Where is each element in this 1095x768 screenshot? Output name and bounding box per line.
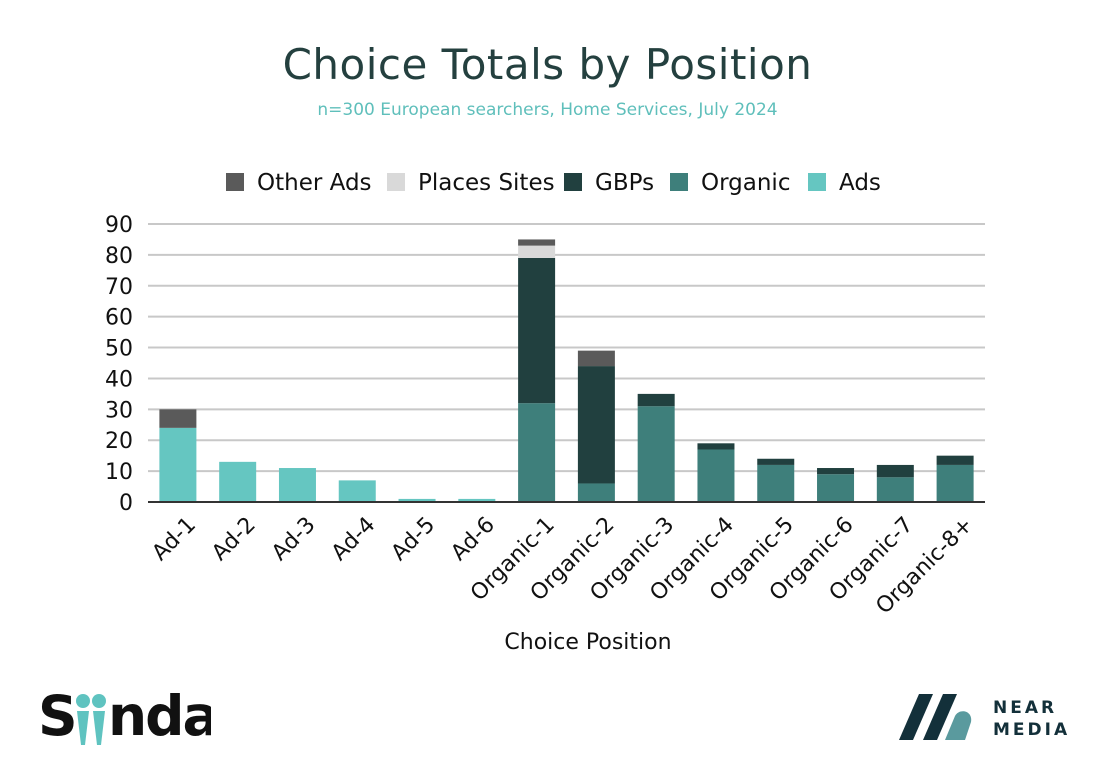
x-tick-label: Ad-4 xyxy=(327,512,380,565)
legend-swatch xyxy=(670,173,688,191)
bar-segment-ads xyxy=(458,498,496,502)
x-tick-label: Ad-6 xyxy=(447,512,500,565)
bar-segment-gbps xyxy=(757,458,795,465)
bar-segment-other-ads xyxy=(159,409,197,428)
bar-segment-places-sites xyxy=(518,245,556,258)
bar-segment-organic xyxy=(876,477,914,502)
bar-segment-gbps xyxy=(697,443,735,450)
bar-segment-organic xyxy=(757,464,795,502)
x-axis-label: Choice Position xyxy=(504,630,671,655)
legend-label: Ads xyxy=(839,170,881,196)
bar-segment-organic xyxy=(577,483,615,502)
legend-label: Other Ads xyxy=(257,170,372,196)
y-tick-label: 20 xyxy=(105,429,133,454)
bar-segment-organic xyxy=(936,464,974,502)
chart-subtitle: n=300 European searchers, Home Services,… xyxy=(317,100,778,120)
x-tick-label: Ad-5 xyxy=(387,512,440,565)
bar-segment-gbps xyxy=(876,464,914,478)
gridlines xyxy=(148,223,985,473)
y-tick-label: 0 xyxy=(119,491,133,516)
y-tick-label: 80 xyxy=(105,244,133,269)
svg-text:nda: nda xyxy=(108,684,211,747)
bars xyxy=(159,239,974,502)
bar-segment-organic xyxy=(518,403,556,502)
bar-segment-gbps xyxy=(817,468,855,475)
bar-segment-other-ads xyxy=(577,350,615,367)
bar-segment-ads xyxy=(278,468,316,502)
bar-segment-ads xyxy=(338,480,376,502)
x-axis-tick-labels: Ad-1 Ad-2 Ad-3 Ad-4 Ad-5 Ad-6Organic-1Organic… xyxy=(148,512,979,619)
legend-label: Organic xyxy=(701,170,790,196)
bar-segment-gbps xyxy=(577,366,615,484)
near-media-line2: MEDIA xyxy=(993,720,1070,740)
sinda-logo-text: S xyxy=(38,684,76,747)
y-tick-label: 50 xyxy=(105,337,133,362)
near-media-logo: NEAR MEDIA xyxy=(899,694,1070,740)
stacked-bar-chart: Other Ads Places Sites GBPs Organic Ads 0 10 2… xyxy=(105,170,985,655)
bar-segment-other-ads xyxy=(518,239,556,246)
legend-swatch xyxy=(226,173,244,191)
sinda-pin-icon xyxy=(76,694,106,745)
legend-swatch xyxy=(808,173,826,191)
near-media-mark-icon xyxy=(899,694,972,740)
y-tick-label: 40 xyxy=(105,367,133,392)
bar-segment-ads xyxy=(219,461,257,502)
y-axis-tick-labels: 0 10 20 30 40 50 60 70 80 90 xyxy=(105,213,133,516)
legend-label: GBPs xyxy=(595,170,654,196)
near-media-line1: NEAR xyxy=(993,698,1057,718)
bar-segment-gbps xyxy=(637,393,675,407)
bar-segment-organic xyxy=(637,406,675,502)
chart-title: Choice Totals by Position xyxy=(282,40,813,89)
y-tick-label: 60 xyxy=(105,306,133,331)
legend-swatch xyxy=(387,173,405,191)
bar-segment-gbps xyxy=(936,455,974,465)
bar-segment-organic xyxy=(817,474,855,502)
legend-swatch xyxy=(564,173,582,191)
bar-segment-ads xyxy=(159,427,197,502)
x-tick-label: Ad-2 xyxy=(207,512,260,565)
bar-segment-gbps xyxy=(518,257,556,404)
y-tick-label: 70 xyxy=(105,275,133,300)
bar-segment-organic xyxy=(697,449,735,502)
bar-segment-ads xyxy=(398,498,436,502)
legend: Other Ads Places Sites GBPs Organic Ads xyxy=(226,170,881,196)
x-tick-label: Ad-3 xyxy=(267,512,320,565)
y-tick-label: 10 xyxy=(105,460,133,485)
x-tick-label: Ad-1 xyxy=(148,512,201,565)
legend-label: Places Sites xyxy=(418,170,555,196)
sinda-logo: S nda xyxy=(38,684,211,747)
y-tick-label: 30 xyxy=(105,398,133,423)
y-tick-label: 90 xyxy=(105,213,133,238)
